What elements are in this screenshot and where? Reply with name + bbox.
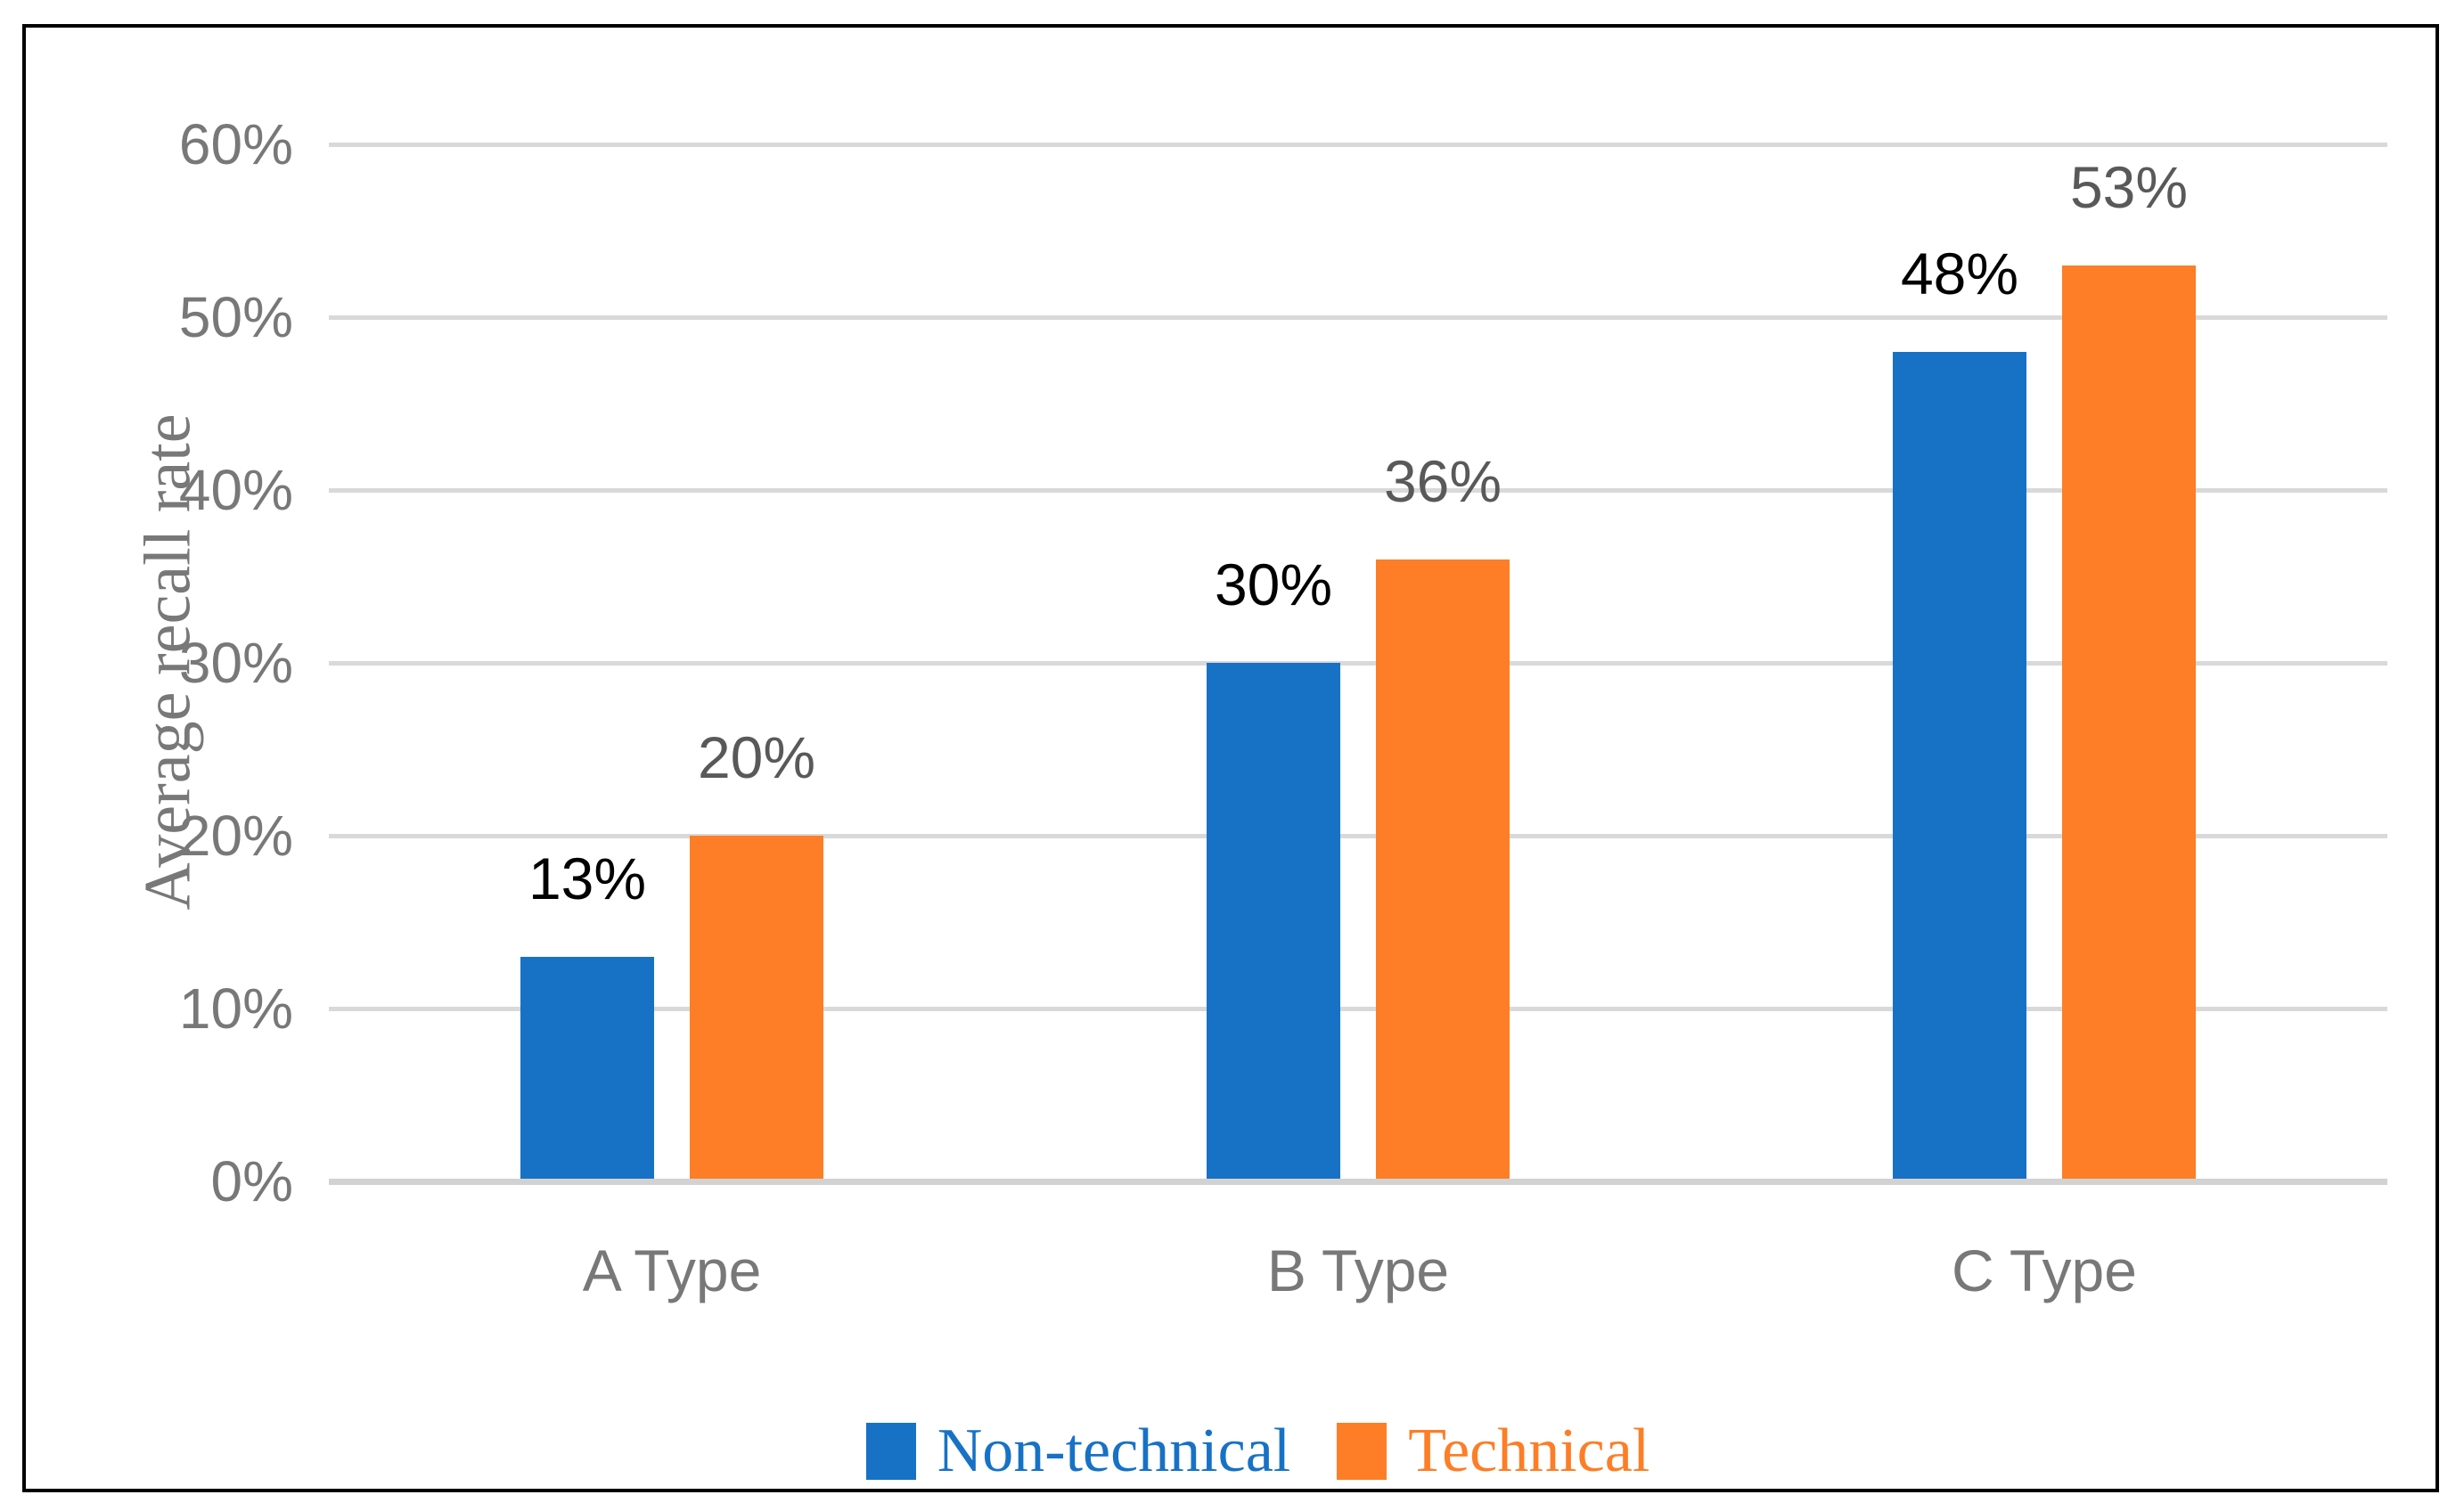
legend-label-non-technical: Non-technical	[937, 1417, 1291, 1485]
data-label-non-technical-c-type: 48%	[1900, 240, 2019, 306]
bar-non-technical-b-type	[1207, 663, 1340, 1179]
data-label-technical-b-type: 36%	[1383, 447, 1502, 514]
data-label-technical-c-type: 53%	[2069, 153, 2189, 220]
legend-swatch-technical	[1337, 1423, 1388, 1480]
gridline-50	[329, 315, 2387, 320]
x-category-label-c-type: C Type	[1952, 1237, 2137, 1303]
bar-technical-c-type	[2062, 265, 2196, 1179]
bar-non-technical-a-type	[520, 956, 654, 1179]
y-tick-label-50: 50%	[178, 285, 293, 349]
y-tick-label-20: 20%	[178, 804, 293, 868]
legend-item-technical: Technical	[1337, 1411, 1649, 1491]
gridline-10	[329, 1007, 2387, 1011]
figure-frame: 0% 10% 20% 30% 40% 50% 60% 13% 30% 48% 20% 36% 53% A …	[22, 24, 2439, 1492]
legend-label-technical: Technical	[1408, 1417, 1650, 1485]
legend: Non-technical Technical	[26, 1411, 2464, 1491]
data-label-non-technical-a-type: 13%	[528, 845, 647, 911]
legend-item-non-technical: Non-technical	[865, 1411, 1291, 1491]
bar-technical-b-type	[1376, 559, 1510, 1179]
gridline-40	[329, 488, 2387, 493]
y-tick-label-10: 10%	[178, 976, 293, 1041]
x-axis-line	[329, 1179, 2387, 1185]
gridline-20	[329, 834, 2387, 838]
x-category-label-b-type: B Type	[1266, 1237, 1450, 1303]
y-tick-label-30: 30%	[178, 631, 293, 695]
y-axis-title: Average recall rate	[131, 413, 205, 911]
bar-non-technical-c-type	[1893, 351, 2026, 1179]
y-tick-label-0: 0%	[210, 1149, 294, 1213]
y-tick-label-60: 60%	[178, 112, 293, 176]
x-category-label-a-type: A Type	[582, 1237, 762, 1303]
data-label-non-technical-b-type: 30%	[1214, 551, 1333, 617]
y-tick-label-40: 40%	[178, 458, 293, 522]
data-label-technical-a-type: 20%	[697, 724, 816, 790]
legend-swatch-non-technical	[865, 1423, 916, 1480]
gridline-60	[329, 143, 2387, 147]
bar-technical-a-type	[690, 836, 823, 1179]
gridline-30	[329, 661, 2387, 666]
